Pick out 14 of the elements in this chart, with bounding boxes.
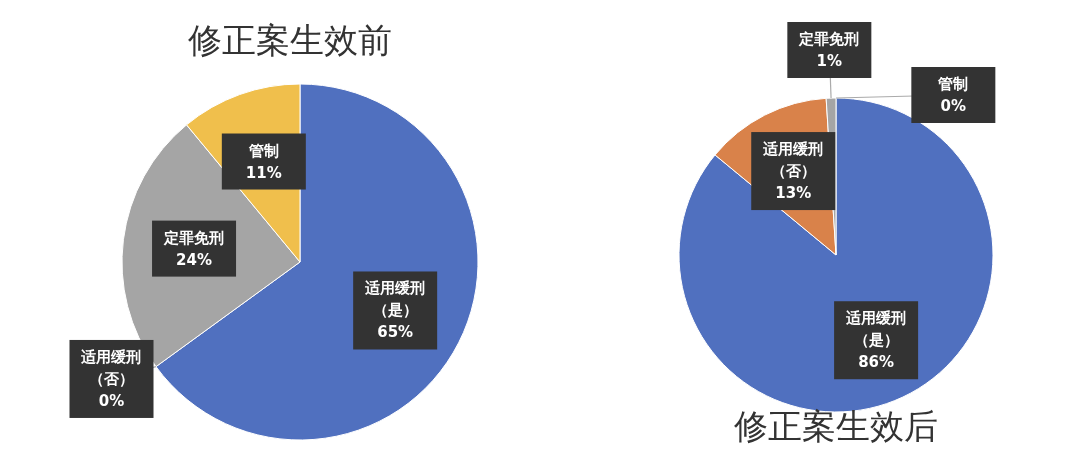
data-label: 65% bbox=[377, 323, 414, 342]
data-label: 86% bbox=[858, 353, 895, 372]
text: 修正案生效后 bbox=[734, 406, 938, 446]
slice-label: 管制 bbox=[247, 141, 279, 160]
slice-label: 适用缓刑（是） bbox=[845, 309, 907, 350]
data-label: 1% bbox=[816, 52, 843, 70]
data-label: 13% bbox=[775, 184, 812, 203]
data-label: 11% bbox=[245, 163, 282, 182]
slice-label: 定罪免刑 bbox=[798, 30, 860, 48]
data-label: 24% bbox=[176, 250, 212, 269]
slice-label: 适用缓刑（是） bbox=[364, 279, 426, 320]
chart-title: 修正案生效前 bbox=[188, 20, 392, 60]
slice-label: 适用缓刑（否） bbox=[762, 140, 824, 181]
slice-label: 定罪免刑 bbox=[163, 228, 225, 247]
